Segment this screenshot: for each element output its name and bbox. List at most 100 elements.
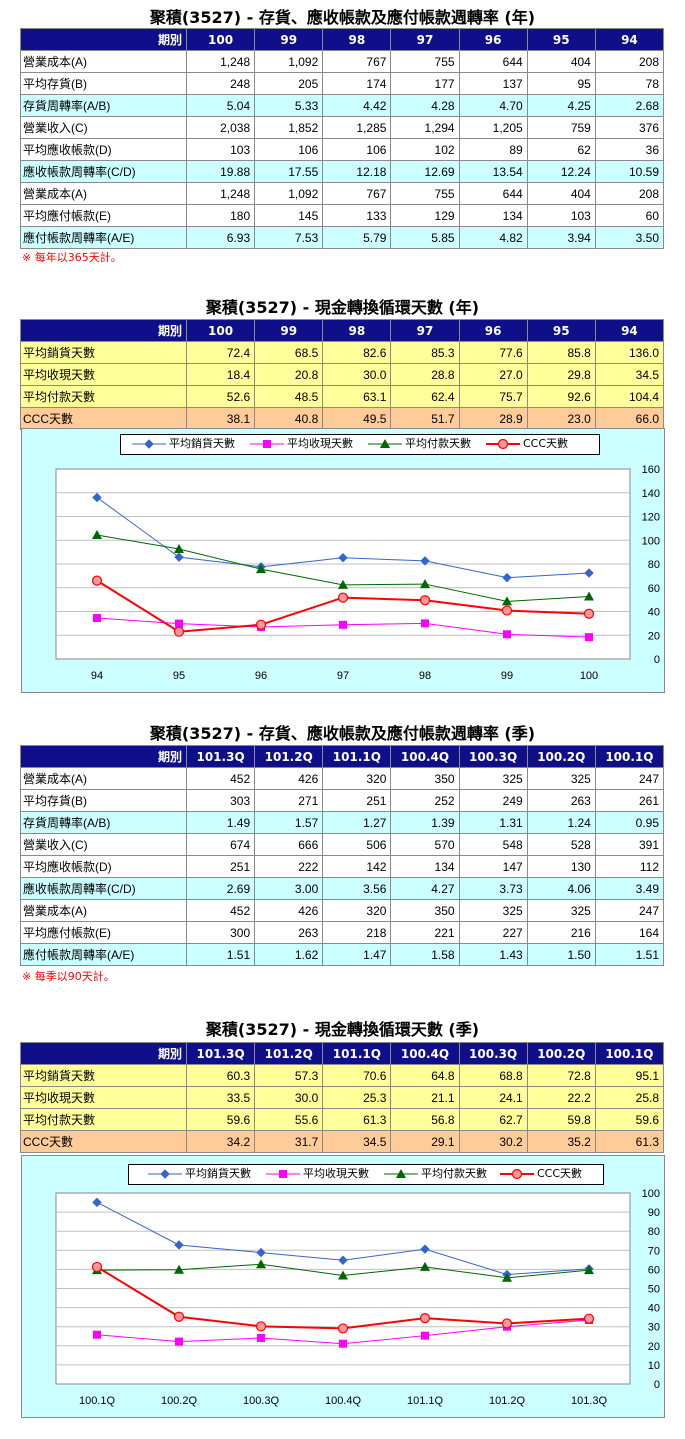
x-tick-label: 101.1Q (407, 1395, 444, 1407)
row-label: 應付帳款周轉率(A/E) (20, 226, 187, 249)
table-cell: 30.2 (458, 1130, 528, 1153)
row-label: 營業收入(C) (20, 116, 187, 139)
y-tick-label: 90 (648, 1207, 660, 1219)
data-point-collection-days (93, 614, 101, 623)
table-cell: 134 (390, 855, 460, 878)
data-point-ccc-days (173, 1311, 185, 1322)
legend-marker (144, 439, 154, 449)
data-point-payment-days (92, 530, 102, 540)
x-tick-label: 99 (501, 670, 513, 682)
legend-swatch-sales-days (132, 439, 166, 449)
y-tick-label: 80 (648, 559, 660, 571)
table-cell: 174 (322, 72, 392, 95)
table-cell: 248 (185, 72, 256, 95)
period-header-label: 期別 (20, 1042, 187, 1065)
y-tick-label: 70 (648, 1245, 660, 1257)
table-cell: 3.49 (594, 877, 665, 900)
table-cell: 89 (458, 138, 528, 161)
table-cell: 4.06 (526, 877, 596, 900)
table-cell: 325 (458, 899, 528, 922)
table-cell: 376 (594, 116, 665, 139)
table-cell: 5.33 (254, 94, 324, 117)
table-cell: 3.00 (254, 877, 324, 900)
period-header: 101.2Q (254, 745, 324, 768)
table-cell: 404 (526, 50, 596, 73)
row-label: 平均收現天數 (20, 1086, 187, 1109)
data-point-payment-days (584, 591, 594, 601)
quarterly-chart-legend: 平均銷貨天數 平均收現天數 平均付款天數 CCC天數 (128, 1164, 604, 1185)
table-cell: 759 (526, 116, 596, 139)
table-cell: 48.5 (254, 385, 324, 408)
table-cell: 59.6 (594, 1108, 665, 1131)
legend-swatch-ccc-days (486, 438, 520, 450)
table-row: 營業收入(C) 2,038 1,852 1,285 1,294 1,205 759 376 (20, 116, 665, 139)
y-tick-label: 20 (648, 630, 660, 642)
table-cell: 25.3 (322, 1086, 392, 1109)
table-cell: 271 (254, 789, 324, 812)
table-row: 營業收入(C) 674 666 506 570 548 528 391 (20, 833, 665, 856)
legend-swatch-payment-days (384, 1169, 418, 1178)
table-cell: 391 (594, 833, 665, 856)
table-cell: 52.6 (185, 385, 256, 408)
data-point-sales-days (256, 1247, 266, 1258)
row-label: 平均存貨(B) (20, 72, 187, 95)
table-cell: 85.3 (390, 341, 460, 364)
table-cell: 12.18 (322, 160, 392, 183)
period-header: 95 (526, 319, 596, 342)
table-cell: 4.25 (526, 94, 596, 117)
data-point-payment-days (338, 579, 348, 589)
table-cell: 72.8 (526, 1064, 596, 1087)
x-tick-label: 101.3Q (571, 1395, 608, 1407)
table-cell: 1,092 (254, 50, 324, 73)
table-cell: 5.79 (322, 226, 392, 249)
period-header: 98 (322, 28, 392, 51)
section2-title: 聚積(3527) - 現金轉換循環天數 (年) (205, 298, 480, 317)
table-cell: 29.1 (390, 1130, 460, 1153)
table-cell: 3.56 (322, 877, 392, 900)
table-cell: 1,205 (458, 116, 528, 139)
table-cell: 3.94 (526, 226, 596, 249)
legend-swatch-collection-days (266, 1170, 300, 1178)
data-point-ccc-days (583, 1313, 595, 1324)
table-cell: 644 (458, 182, 528, 205)
period-header: 101.3Q (185, 1042, 256, 1065)
table-cell: 10.59 (594, 160, 665, 183)
period-header: 100.1Q (594, 1042, 665, 1065)
table-cell: 28.9 (458, 407, 528, 430)
table-cell: 112 (594, 855, 665, 878)
table-cell: 506 (322, 833, 392, 856)
annual-ccc-table: 期別 100 99 98 97 96 95 94 平均銷貨天數 72.4 68.5 82.6 85.3 7… (20, 319, 665, 430)
data-point-sales-days (338, 552, 348, 563)
table-cell: 55.6 (254, 1108, 324, 1131)
data-point-ccc-days (583, 608, 595, 619)
table-cell: 78 (594, 72, 665, 95)
quarterly-turnover-table: 期別 101.3Q 101.2Q 101.1Q 100.4Q 100.3Q 100.2Q 10… (20, 745, 665, 966)
table-cell: 62.7 (458, 1108, 528, 1131)
data-point-ccc-days (337, 592, 349, 603)
table-cell: 3.73 (458, 877, 528, 900)
data-point-ccc-days (419, 595, 431, 606)
table-cell: 61.3 (322, 1108, 392, 1131)
row-label: 營業成本(A) (20, 182, 187, 205)
table-cell: 29.8 (526, 363, 596, 386)
row-label: 平均付款天數 (20, 1108, 187, 1131)
table-cell: 129 (390, 204, 460, 227)
table-row: 平均存貨(B) 303 271 251 252 249 263 261 (20, 789, 665, 812)
table-cell: 51.7 (390, 407, 460, 430)
table-cell: 24.1 (458, 1086, 528, 1109)
table-cell: 251 (322, 789, 392, 812)
row-label: 平均存貨(B) (20, 789, 187, 812)
table-cell: 70.6 (322, 1064, 392, 1087)
table-row: 平均收現天數 18.4 20.8 30.0 28.8 27.0 29.8 34.5 (20, 363, 665, 386)
table-cell: 350 (390, 767, 460, 790)
table-cell: 5.85 (390, 226, 460, 249)
table-cell: 644 (458, 50, 528, 73)
data-point-sales-days (92, 492, 102, 503)
data-point-payment-days (584, 1265, 594, 1275)
table-row: 應收帳款周轉率(C/D) 2.69 3.00 3.56 4.27 3.73 4.06 3.49 (20, 877, 665, 900)
y-tick-label: 100 (642, 535, 660, 547)
period-header: 98 (322, 319, 392, 342)
table-cell: 1.62 (254, 943, 324, 966)
legend-marker (511, 1168, 523, 1180)
table-row: 營業成本(A) 452 426 320 350 325 325 247 (20, 767, 665, 790)
